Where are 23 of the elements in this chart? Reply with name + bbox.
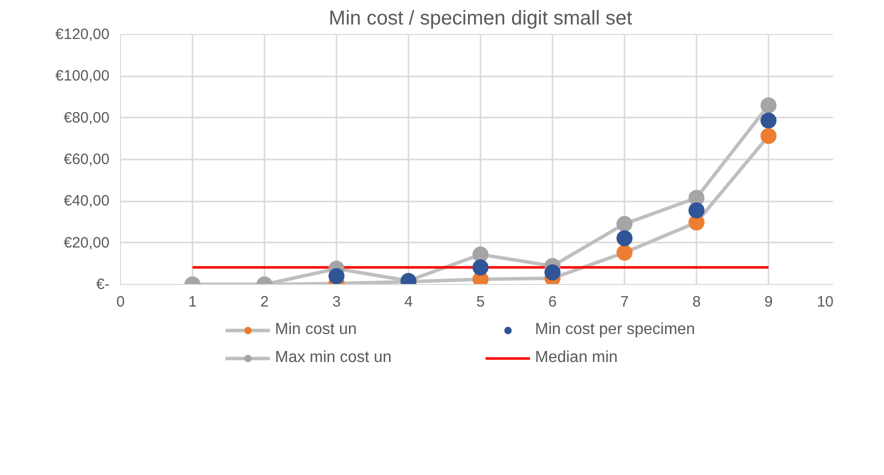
- x-tick-label: 9: [764, 294, 773, 310]
- legend-label: Min cost per specimen: [535, 321, 696, 339]
- x-tick-label: 1: [188, 294, 197, 310]
- y-tick-label: €-: [96, 276, 110, 293]
- x-tick-label: 0: [116, 294, 125, 310]
- x-tick-label: 6: [548, 294, 557, 310]
- x-tick-label: 4: [404, 294, 413, 310]
- legend-label: Median min: [535, 349, 619, 367]
- y-tick-label: €60,00: [64, 151, 110, 168]
- y-tick-label: €120,00: [55, 26, 110, 43]
- y-tick-label: €40,00: [64, 192, 110, 210]
- x-tick-label: 10: [816, 294, 834, 310]
- legend-label: Min cost un: [275, 321, 358, 339]
- y-tick-label: €80,00: [64, 109, 110, 126]
- legend-label: Max min cost un: [275, 349, 392, 367]
- y-tick-label: €20,00: [64, 234, 110, 252]
- x-tick-label: 5: [476, 294, 485, 310]
- chart-title: Min cost / specimen digit small set: [328, 8, 633, 30]
- x-tick-label: 8: [692, 294, 701, 310]
- x-tick-label: 7: [620, 294, 629, 310]
- y-tick-label: €100,00: [55, 68, 110, 85]
- x-tick-label: 3: [332, 294, 341, 310]
- x-tick-label: 2: [260, 294, 269, 310]
